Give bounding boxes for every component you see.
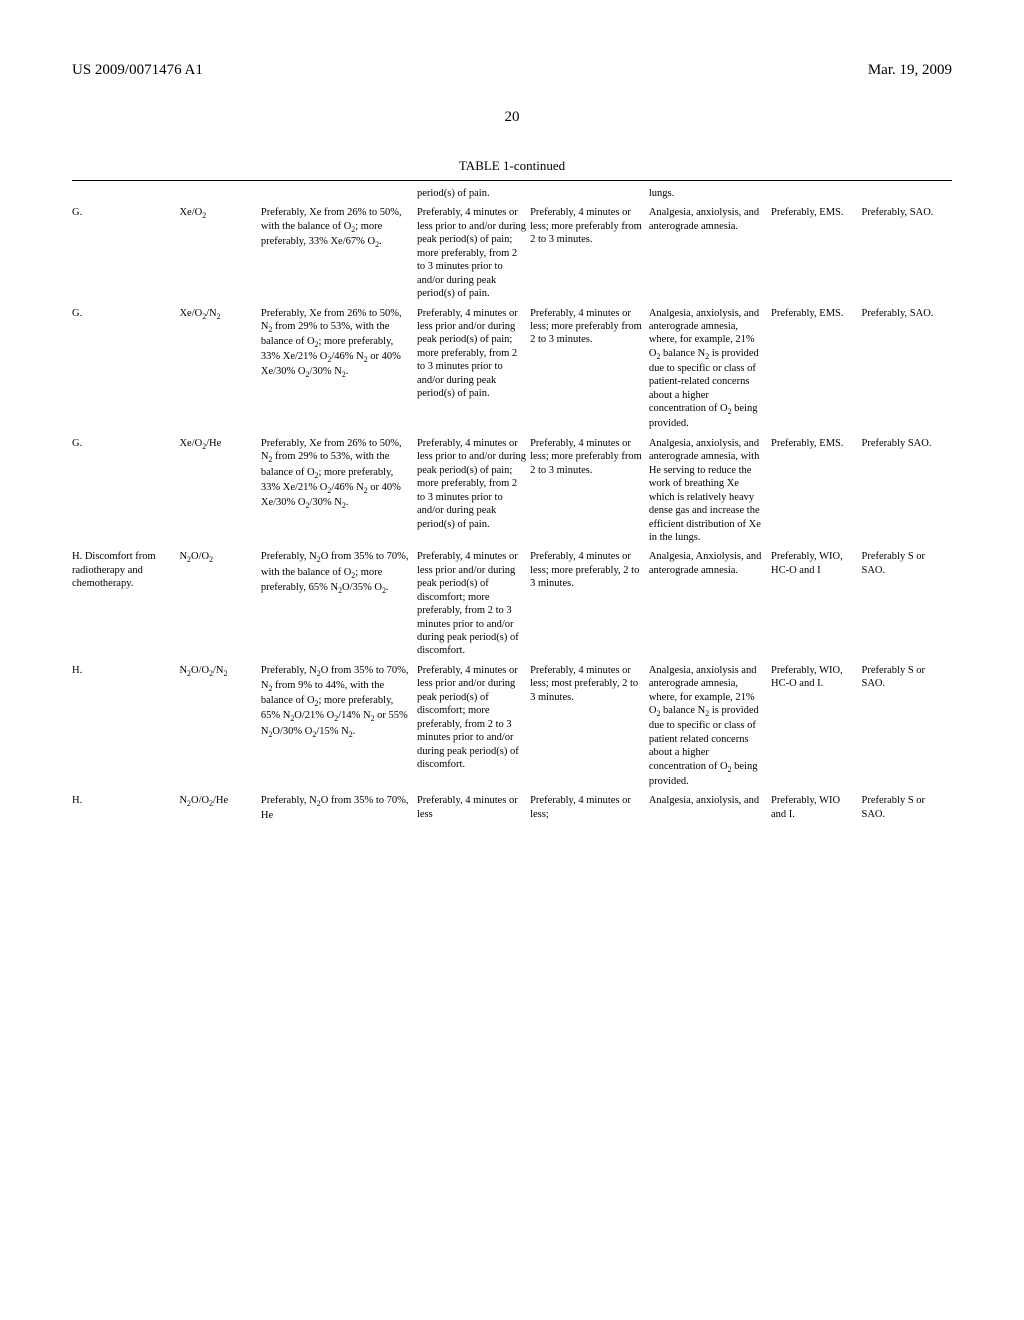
table-row: H.N2O/O2/HePreferably, N2O from 35% to 7… [72,794,952,829]
table-cell: Preferably SAO. [861,437,952,551]
table-cell: Preferably, 4 minutes or less prior and/… [417,307,530,437]
table-cell: N2O/O2/N2 [179,664,260,794]
table-cell: H. Discomfort from radiotherapy and chem… [72,550,179,664]
table-cell: Preferably, EMS. [771,307,861,437]
table-caption: TABLE 1-continued [72,158,952,174]
table-cell: Analgesia, anxiolysis, and anterograde a… [649,307,771,437]
table-cell: Analgesia, anxiolysis, and anterograde a… [649,206,771,306]
table-cell [771,187,861,206]
table-cell: Preferably, 4 minutes or less prior and/… [417,550,530,664]
table-cell: Analgesia, anxiolysis, and [649,794,771,829]
table-row: G.Xe/O2/N2Preferably, Xe from 26% to 50%… [72,307,952,437]
table-cell: Preferably, EMS. [771,206,861,306]
table-cell: Preferably, 4 minutes or less prior and/… [417,664,530,794]
table-cell: Preferably, 4 minutes or less; most pref… [530,664,649,794]
table-cell [72,187,179,206]
table-cell: N2O/O2/He [179,794,260,829]
table-cell: lungs. [649,187,771,206]
table-cell: Analgesia, anxiolysis, and anterograde a… [649,437,771,551]
table-cell: Preferably, EMS. [771,437,861,551]
table-cell: period(s) of pain. [417,187,530,206]
table-cell: Preferably, 4 minutes or less prior to a… [417,206,530,306]
table-cell: G. [72,437,179,551]
table-cell: Xe/O2 [179,206,260,306]
table-cell: Analgesia, anxiolysis and anterograde am… [649,664,771,794]
table-cell: Analgesia, Anxiolysis, and anterograde a… [649,550,771,664]
table-cell: H. [72,794,179,829]
table-cell [861,187,952,206]
table-cell: Preferably, N2O from 35% to 70%, N2 from… [261,664,417,794]
table-cell [530,187,649,206]
table-cell: Preferably, 4 minutes or less; more pref… [530,437,649,551]
table-cell: H. [72,664,179,794]
table-cell: Preferably S or SAO. [861,550,952,664]
doc-date: Mar. 19, 2009 [868,62,952,79]
table-cell: N2O/O2 [179,550,260,664]
table-cell: Preferably, WIO, HC-O and I. [771,664,861,794]
table-cell: Preferably, 4 minutes or less; more pref… [530,307,649,437]
table-row: G.Xe/O2/HePreferably, Xe from 26% to 50%… [72,437,952,551]
table-cell: Preferably, N2O from 35% to 70%, with th… [261,550,417,664]
table-rule-top [72,180,952,181]
table-1-continued: period(s) of pain.lungs.G.Xe/O2Preferabl… [72,187,952,829]
table-cell: Preferably S or SAO. [861,664,952,794]
table-cell [179,187,260,206]
page-header: US 2009/0071476 A1 Mar. 19, 2009 [72,62,952,79]
doc-id: US 2009/0071476 A1 [72,62,203,79]
table-cell: Preferably, WIO, HC-O and I [771,550,861,664]
table-cell: Preferably, Xe from 26% to 50%, N2 from … [261,437,417,551]
table-cell: Preferably, 4 minutes or less prior to a… [417,437,530,551]
table-cell: Preferably, Xe from 26% to 50%, N2 from … [261,307,417,437]
table-cell: G. [72,307,179,437]
table-cell: Preferably, 4 minutes or less; [530,794,649,829]
table-row: H.N2O/O2/N2Preferably, N2O from 35% to 7… [72,664,952,794]
table-cell: Preferably, 4 minutes or less; more pref… [530,206,649,306]
table-cell: G. [72,206,179,306]
table-cell: Preferably, SAO. [861,206,952,306]
table-cell: Preferably, N2O from 35% to 70%, He [261,794,417,829]
page-number: 20 [72,109,952,126]
table-cell: Preferably, Xe from 26% to 50%, with the… [261,206,417,306]
table-cell [261,187,417,206]
table-row: H. Discomfort from radiotherapy and chem… [72,550,952,664]
table-row: G.Xe/O2Preferably, Xe from 26% to 50%, w… [72,206,952,306]
table-cell: Xe/O2/N2 [179,307,260,437]
table-cell: Xe/O2/He [179,437,260,551]
table-cell: Preferably, SAO. [861,307,952,437]
table-cell: Preferably, WIO and I. [771,794,861,829]
table-cell: Preferably, 4 minutes or less; more pref… [530,550,649,664]
table-cell: Preferably, 4 minutes or less [417,794,530,829]
table-cell: Preferably S or SAO. [861,794,952,829]
table-row: period(s) of pain. lungs. [72,187,952,206]
